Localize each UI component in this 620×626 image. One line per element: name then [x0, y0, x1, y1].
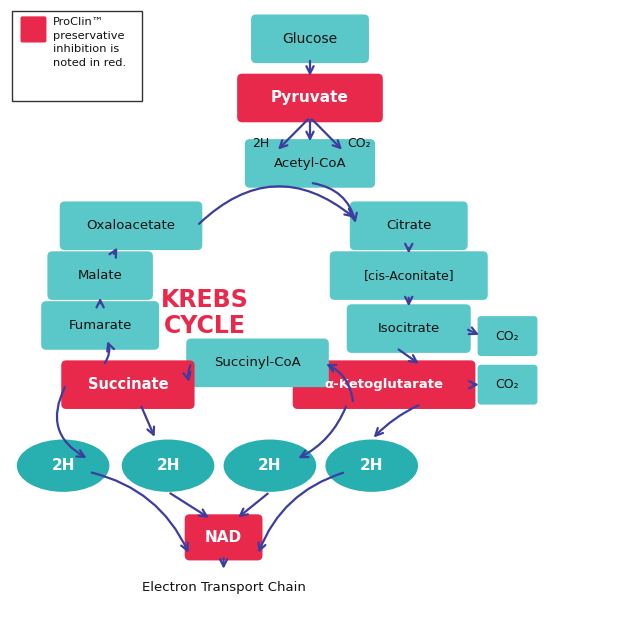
FancyBboxPatch shape: [330, 251, 488, 300]
Text: CO₂: CO₂: [496, 329, 520, 342]
FancyBboxPatch shape: [60, 202, 202, 250]
Text: CO₂: CO₂: [496, 378, 520, 391]
FancyBboxPatch shape: [12, 11, 142, 101]
Text: 2H: 2H: [156, 458, 180, 473]
Ellipse shape: [326, 439, 418, 492]
Text: Isocitrate: Isocitrate: [378, 322, 440, 335]
FancyBboxPatch shape: [347, 304, 471, 353]
FancyBboxPatch shape: [47, 251, 153, 300]
FancyBboxPatch shape: [245, 139, 375, 188]
Text: Oxaloacetate: Oxaloacetate: [87, 219, 175, 232]
FancyBboxPatch shape: [350, 202, 467, 250]
Text: Glucose: Glucose: [283, 32, 337, 46]
Text: NAD: NAD: [205, 530, 242, 545]
Text: Malate: Malate: [78, 269, 123, 282]
Text: Electron Transport Chain: Electron Transport Chain: [141, 581, 306, 593]
Ellipse shape: [224, 439, 316, 492]
Ellipse shape: [17, 439, 109, 492]
Text: 2H: 2H: [360, 458, 384, 473]
FancyBboxPatch shape: [20, 16, 46, 43]
Text: Pyruvate: Pyruvate: [271, 91, 349, 106]
Text: 2H: 2H: [51, 458, 75, 473]
Text: Fumarate: Fumarate: [68, 319, 132, 332]
Text: 2H: 2H: [258, 458, 281, 473]
Text: 2H: 2H: [252, 137, 269, 150]
FancyBboxPatch shape: [293, 361, 476, 409]
FancyBboxPatch shape: [477, 365, 538, 404]
FancyBboxPatch shape: [185, 515, 262, 560]
Text: [cis-Aconitate]: [cis-Aconitate]: [363, 269, 454, 282]
Text: Succinate: Succinate: [87, 377, 168, 392]
Text: Citrate: Citrate: [386, 219, 432, 232]
FancyBboxPatch shape: [237, 74, 383, 122]
FancyBboxPatch shape: [477, 316, 538, 356]
Text: ProClin™
preservative
inhibition is
noted in red.: ProClin™ preservative inhibition is note…: [53, 17, 126, 68]
Text: CO₂: CO₂: [348, 137, 371, 150]
Text: Succinyl-CoA: Succinyl-CoA: [214, 356, 301, 369]
FancyBboxPatch shape: [251, 14, 369, 63]
Text: KREBS
CYCLE: KREBS CYCLE: [161, 287, 249, 339]
FancyBboxPatch shape: [186, 339, 329, 387]
Text: α-Ketoglutarate: α-Ketoglutarate: [324, 378, 443, 391]
FancyBboxPatch shape: [61, 361, 195, 409]
FancyBboxPatch shape: [41, 301, 159, 350]
Ellipse shape: [122, 439, 215, 492]
Text: Acetyl-CoA: Acetyl-CoA: [273, 157, 347, 170]
